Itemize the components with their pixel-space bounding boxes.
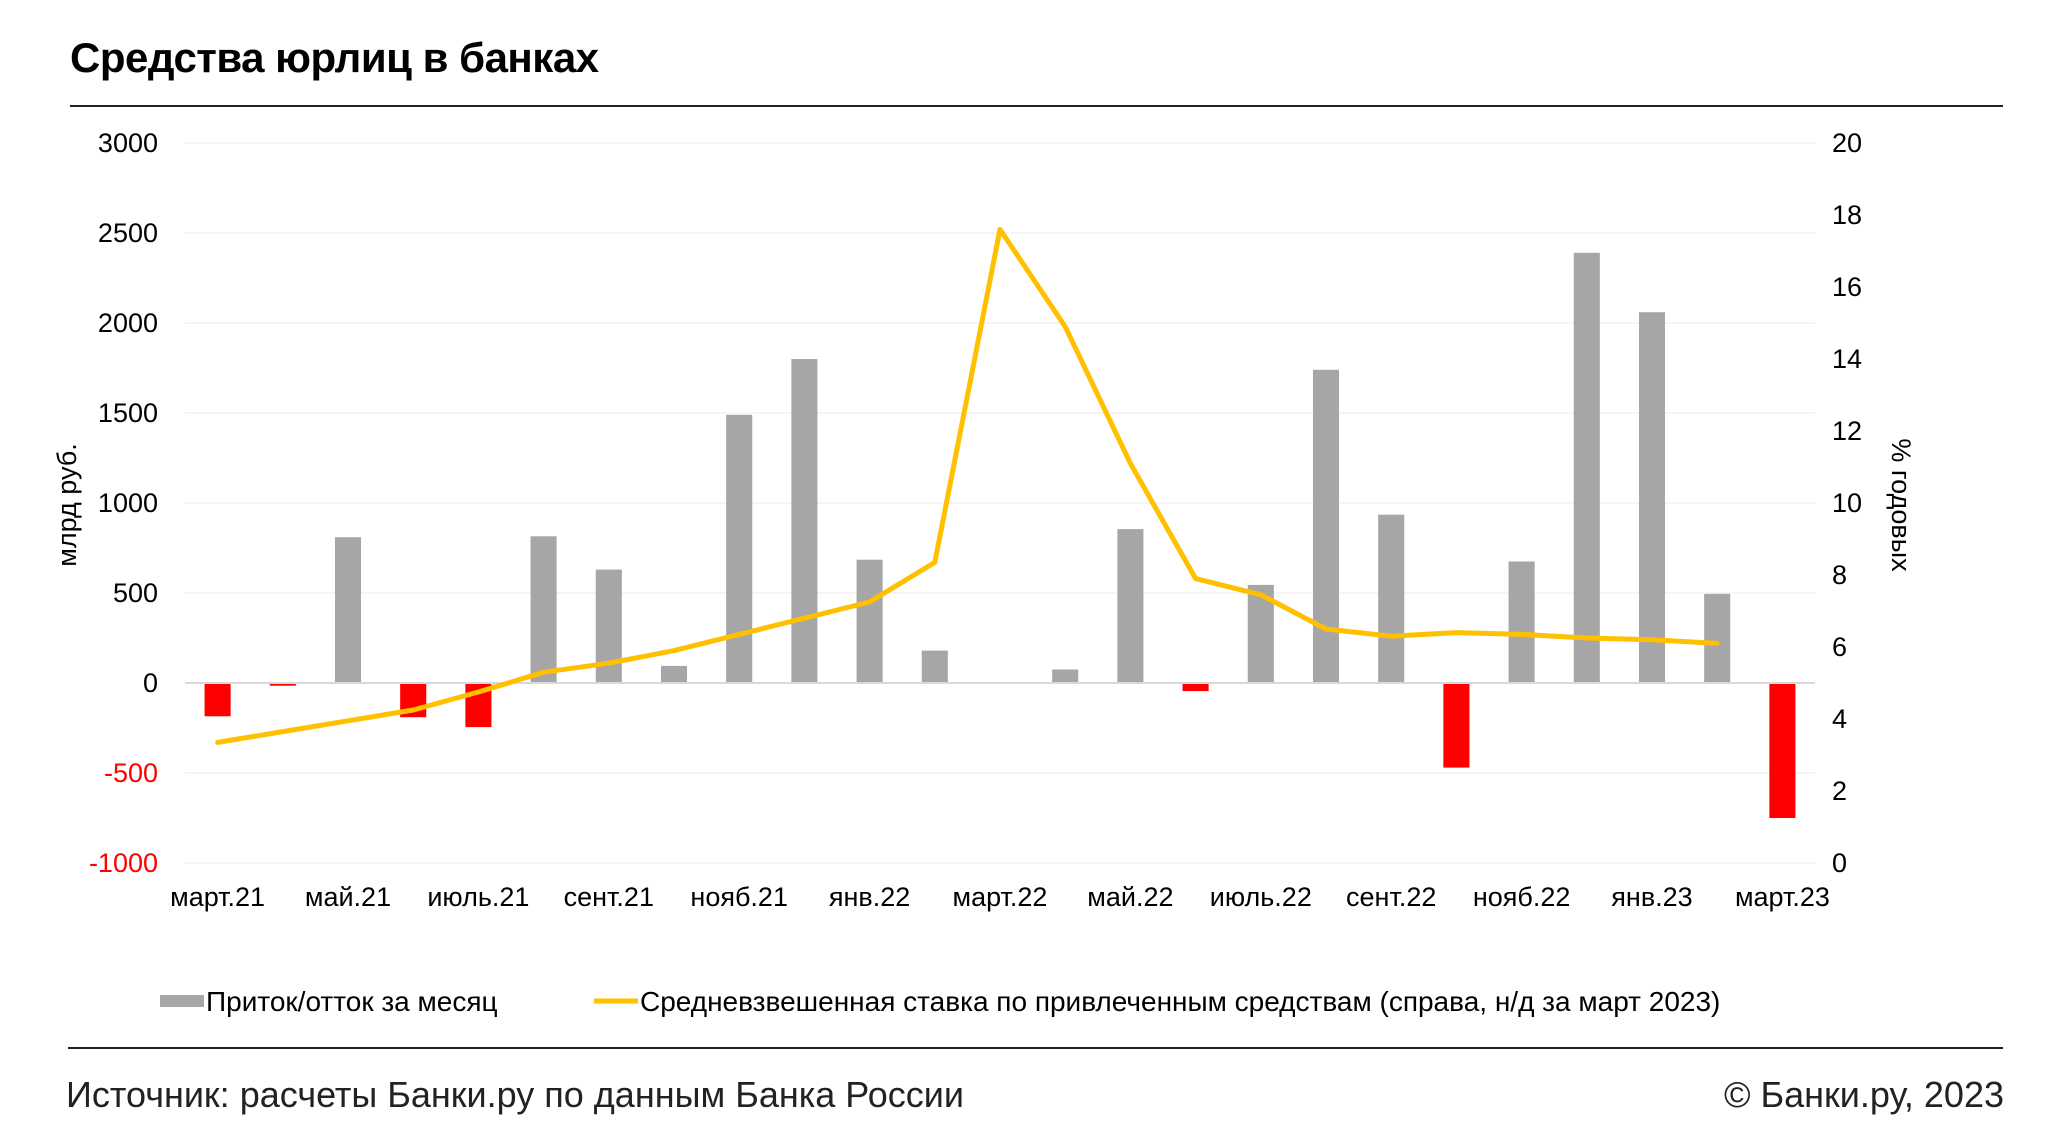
bar bbox=[660, 665, 688, 683]
bar bbox=[856, 559, 883, 683]
y-tick-label: 2000 bbox=[98, 308, 158, 338]
y2-tick-label: 8 bbox=[1832, 560, 1847, 590]
legend: Приток/отток за месяц Средневзвешенная с… bbox=[160, 986, 1720, 1017]
y-tick-label: 500 bbox=[113, 578, 158, 608]
bar bbox=[921, 650, 948, 683]
y-axis-right-title: % годовых bbox=[1886, 438, 1916, 572]
x-tick-label: март.21 bbox=[170, 882, 265, 912]
y-tick-label: -500 bbox=[104, 758, 158, 788]
x-tick-label: май.21 bbox=[305, 882, 391, 912]
x-tick-label: июль.22 bbox=[1210, 882, 1312, 912]
bar bbox=[1312, 369, 1340, 683]
bar bbox=[269, 683, 296, 686]
source-note: Источник: расчеты Банки.ру по данным Бан… bbox=[66, 1074, 964, 1115]
rate-line bbox=[215, 226, 1720, 745]
y2-tick-label: 4 bbox=[1832, 704, 1847, 734]
y-tick-label: 1500 bbox=[98, 398, 158, 428]
y2-tick-label: 12 bbox=[1832, 416, 1862, 446]
bar-series bbox=[204, 252, 1796, 818]
bar bbox=[1704, 593, 1731, 683]
bar bbox=[1508, 561, 1535, 683]
bar bbox=[791, 359, 818, 683]
y-tick-label: 0 bbox=[143, 668, 158, 698]
y2-tick-label: 10 bbox=[1832, 488, 1862, 518]
bar bbox=[1443, 683, 1470, 768]
bar bbox=[1638, 312, 1666, 683]
x-tick-label: сент.22 bbox=[1346, 882, 1436, 912]
bar bbox=[1573, 252, 1600, 684]
legend-bar-swatch bbox=[160, 995, 204, 1007]
combo-chart: -1000 -500 0 500 1000 1500 2000 2500 3000 0 2 4 6 8 1… bbox=[52, 128, 1916, 1017]
bottom-divider bbox=[68, 1047, 2003, 1049]
y-tick-label: 2500 bbox=[98, 218, 158, 248]
chart-title: Средства юрлиц в банках bbox=[70, 34, 599, 81]
bar bbox=[1182, 683, 1209, 692]
y2-tick-label: 14 bbox=[1832, 344, 1862, 374]
y-tick-label: 1000 bbox=[98, 488, 158, 518]
bar bbox=[530, 536, 557, 683]
x-tick-label: июль.21 bbox=[427, 882, 529, 912]
y2-tick-label: 6 bbox=[1832, 632, 1847, 662]
bar bbox=[1117, 529, 1144, 683]
bar bbox=[1769, 683, 1796, 818]
x-tick-label: янв.23 bbox=[1611, 882, 1692, 912]
y-axis-left-title: млрд руб. bbox=[52, 443, 82, 566]
x-tick-label: май.22 bbox=[1087, 882, 1173, 912]
x-tick-label: март.22 bbox=[953, 882, 1048, 912]
y-tick-label: 3000 bbox=[98, 128, 158, 158]
x-tick-label: нояб.22 bbox=[1473, 882, 1571, 912]
x-tick-label: янв.22 bbox=[829, 882, 910, 912]
y2-tick-label: 16 bbox=[1832, 272, 1862, 302]
copyright-note: © Банки.ру, 2023 bbox=[1723, 1074, 2004, 1115]
bar bbox=[334, 537, 362, 683]
bar bbox=[1378, 514, 1405, 683]
x-tick-label: март.23 bbox=[1735, 882, 1830, 912]
bar bbox=[1052, 669, 1079, 683]
y2-tick-label: 18 bbox=[1832, 200, 1862, 230]
y-tick-label: -1000 bbox=[89, 848, 158, 878]
legend-line-label: Средневзвешенная ставка по привлеченным … bbox=[640, 986, 1720, 1017]
x-tick-label: сент.21 bbox=[564, 882, 654, 912]
y2-tick-label: 2 bbox=[1832, 776, 1847, 806]
x-tick-label: нояб.21 bbox=[690, 882, 788, 912]
legend-bar-label: Приток/отток за месяц bbox=[206, 986, 498, 1017]
x-axis-ticks: март.21 май.21 июль.21 сент.21 нояб.21 янв.22… bbox=[170, 882, 1830, 912]
y-axis-right-ticks: 0 2 4 6 8 10 12 14 16 18 20 bbox=[1832, 128, 1862, 878]
y-axis-left-ticks: -1000 -500 0 500 1000 1500 2000 2500 3000 bbox=[89, 128, 158, 878]
bar bbox=[204, 683, 231, 717]
bar bbox=[726, 414, 753, 683]
y2-tick-label: 0 bbox=[1832, 848, 1847, 878]
top-divider bbox=[70, 105, 2003, 107]
gridlines bbox=[185, 142, 1815, 864]
line-series bbox=[215, 226, 1720, 745]
y2-tick-label: 20 bbox=[1832, 128, 1862, 158]
